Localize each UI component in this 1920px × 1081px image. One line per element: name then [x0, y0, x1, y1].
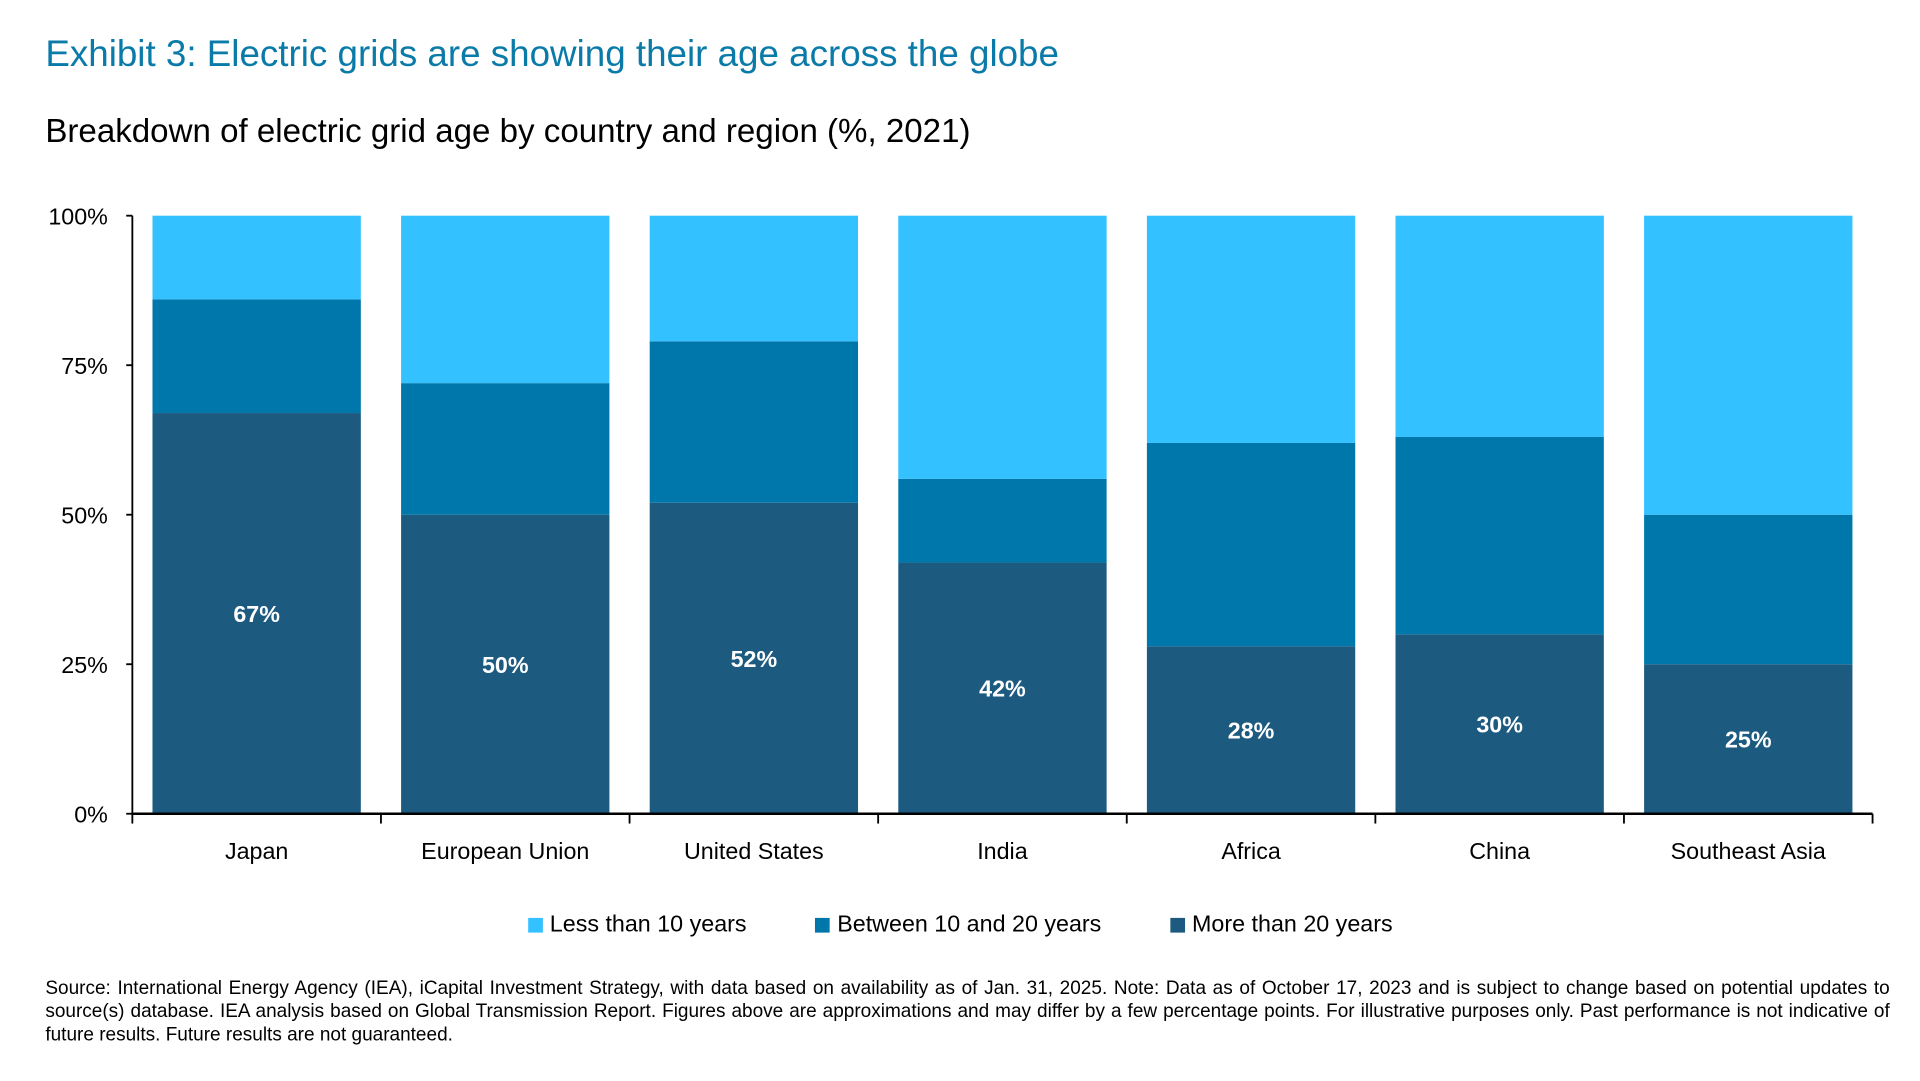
legend-swatch: [527, 917, 543, 933]
bar-segment: [898, 478, 1107, 563]
bar-segment: [1644, 664, 1853, 814]
chart-title: Exhibit 3: Electric grids are showing th…: [45, 34, 1059, 75]
bar-segment: [1146, 442, 1356, 647]
bar-segment: [401, 514, 610, 814]
bar-segment: [152, 215, 361, 300]
legend-swatch: [815, 917, 830, 933]
legend-label: Less than 10 years: [549, 911, 747, 938]
x-tick-label: Africa: [1221, 838, 1281, 864]
bar-segment: [898, 215, 1107, 479]
bar-segment: [1146, 646, 1356, 814]
bar-segment: [152, 413, 361, 814]
bar-segment: [401, 215, 610, 384]
y-tick-label: 25%: [61, 652, 108, 678]
x-tick-label: China: [1469, 838, 1530, 864]
y-tick-label: 100%: [48, 203, 108, 229]
bar-segment: [1644, 514, 1853, 665]
bar-segment: [401, 383, 610, 515]
x-tick-label: Japan: [225, 838, 288, 864]
bar-segment: [152, 299, 361, 414]
bar-segment: [1395, 436, 1604, 635]
data-label: 30%: [1476, 712, 1523, 738]
legend-item-more-than-20: More than 20 years: [1169, 911, 1393, 939]
bar-segment: [1395, 215, 1604, 437]
legend-label: More than 20 years: [1192, 911, 1393, 938]
stacked-bar-chart: 67% Japan 50% European Union 52% United State…: [48, 203, 1874, 864]
legend-swatch: [1169, 917, 1185, 933]
x-tick-label: United States: [684, 838, 824, 864]
bar-segment: [1146, 215, 1356, 443]
legend-item-10-to-20: Between 10 and 20 years: [815, 912, 1101, 939]
legend-item-less-than-10: Less than 10 years: [527, 911, 747, 939]
data-label: 52%: [731, 646, 778, 672]
x-tick-label: Southeast Asia: [1671, 838, 1826, 864]
bar-segment: [1644, 215, 1853, 515]
chart-subtitle: Breakdown of electric grid age by countr…: [45, 112, 971, 150]
bar-segment: [649, 502, 859, 814]
legend-label: Between 10 and 20 years: [837, 911, 1102, 938]
x-tick-label: India: [977, 838, 1028, 864]
footnote: Source: International Energy Agency (IEA…: [45, 977, 1890, 1046]
data-label: 28%: [1228, 718, 1275, 744]
bar-segment: [898, 562, 1107, 814]
bar-segment: [1395, 634, 1604, 814]
x-tick-label: European Union: [421, 838, 589, 864]
bar-segment: [649, 215, 859, 342]
data-label: 67%: [233, 601, 280, 627]
data-label: 25%: [1725, 727, 1772, 753]
y-tick-label: 75%: [61, 353, 108, 379]
data-label: 42%: [979, 676, 1026, 702]
bar-segment: [649, 341, 859, 503]
legend: Less than 10 years Between 10 and 20 yea…: [0, 912, 1920, 939]
y-tick-label: 50%: [61, 502, 108, 528]
y-tick-label: 0%: [74, 801, 108, 827]
data-label: 50%: [482, 652, 529, 678]
